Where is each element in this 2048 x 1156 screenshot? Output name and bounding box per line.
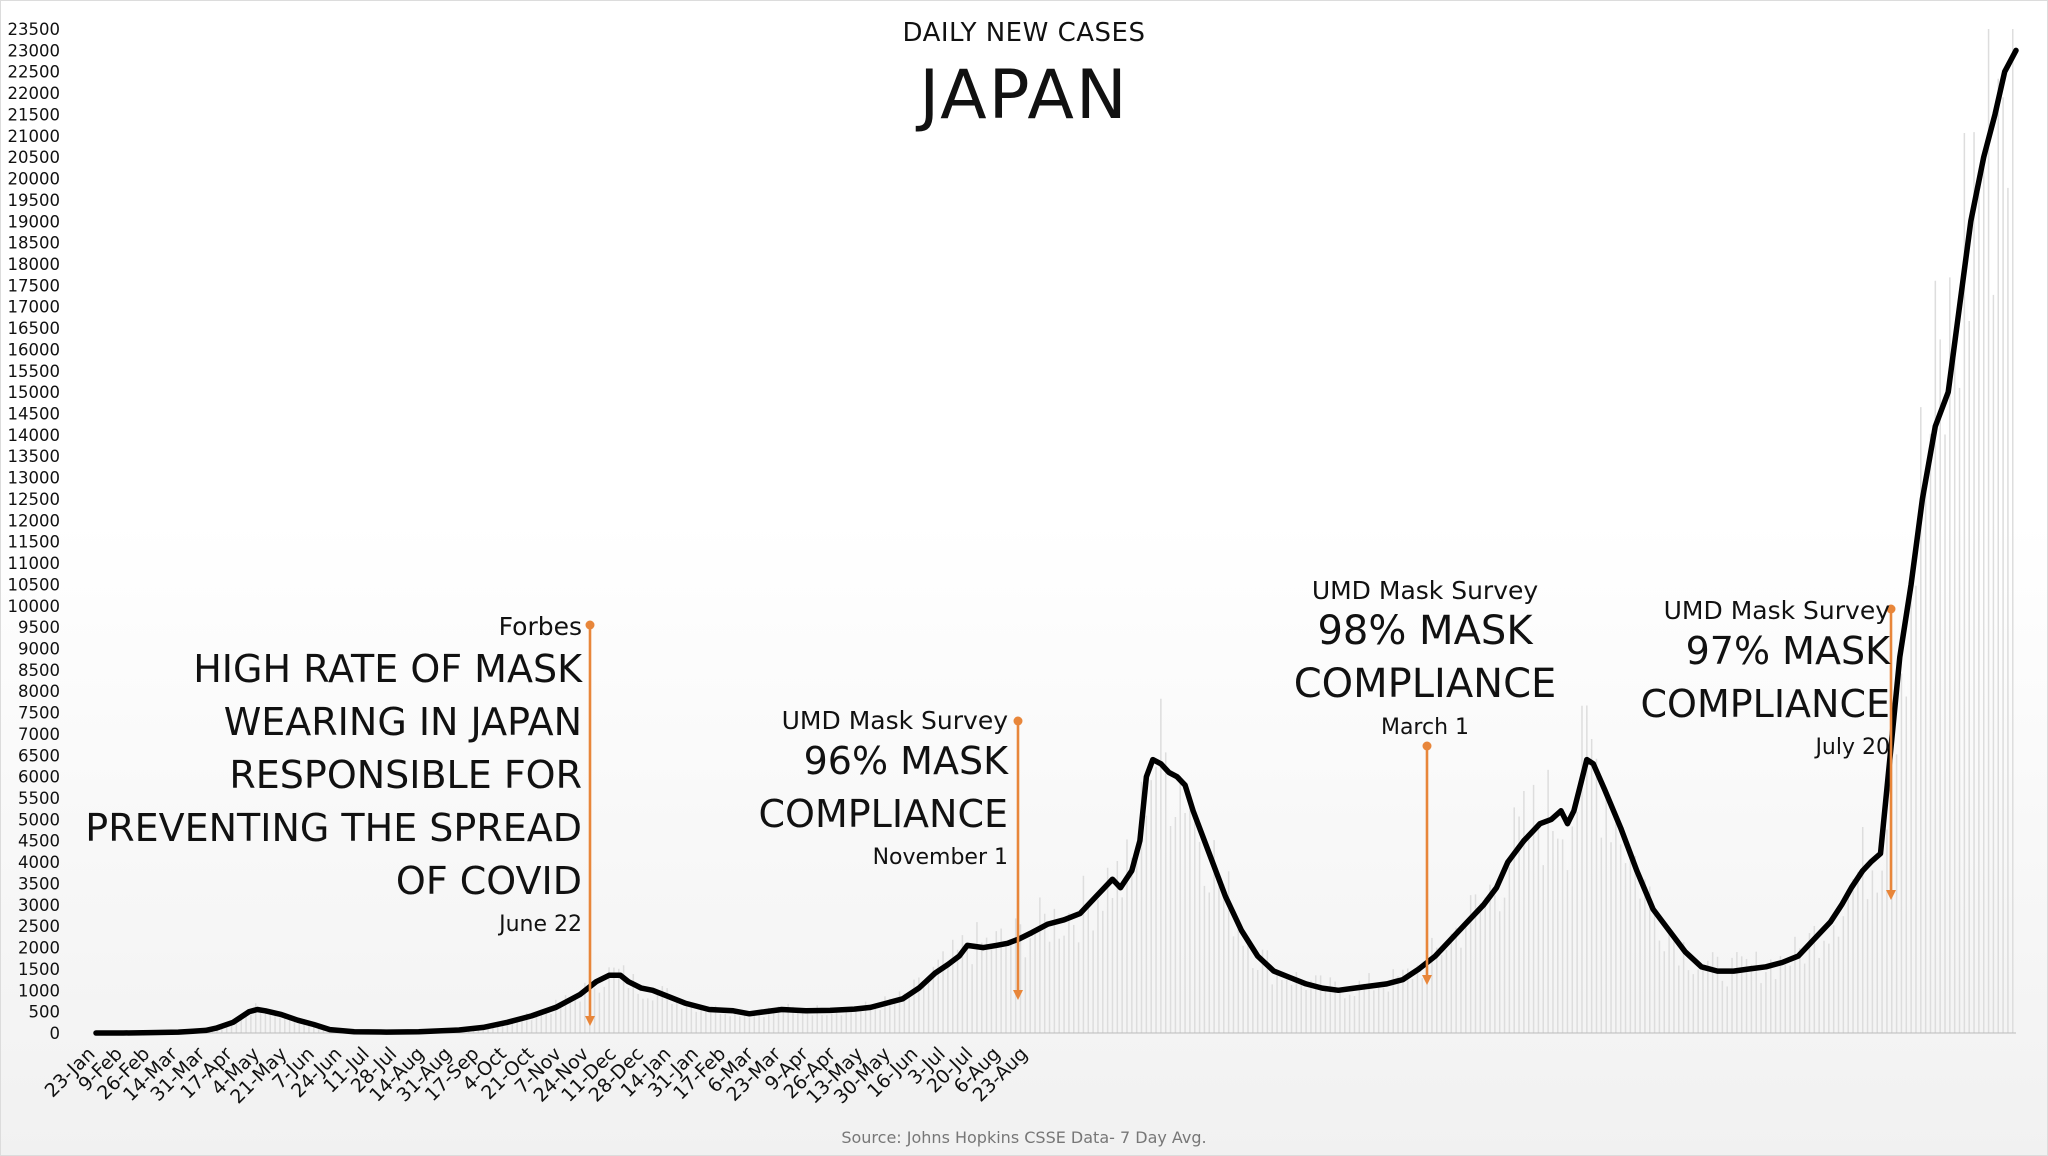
annotation-source: Forbes [498, 612, 582, 641]
y-tick-label: 5000 [18, 810, 60, 829]
y-tick-label: 18500 [8, 234, 61, 253]
y-tick-label: 9500 [18, 618, 60, 637]
y-tick-label: 4500 [18, 832, 60, 851]
annotation-source: UMD Mask Survey [1311, 576, 1539, 605]
y-tick-label: 23000 [8, 41, 61, 60]
y-tick-label: 19500 [8, 191, 61, 210]
y-tick-label: 8000 [18, 682, 60, 701]
y-tick-label: 3500 [18, 874, 60, 893]
y-tick-label: 6000 [18, 768, 60, 787]
y-tick-label: 21500 [8, 105, 61, 124]
annotation-umd-nov: UMD Mask Survey 96% MASK COMPLIANCE Nove… [688, 706, 1009, 870]
annotation-headline: 96% MASK COMPLIANCE [758, 739, 1009, 836]
annotation-source: UMD Mask Survey [1663, 596, 1890, 625]
annotation-arrow-head [1013, 990, 1023, 1000]
y-tick-label: 6500 [18, 746, 60, 765]
y-tick-label: 20000 [8, 170, 61, 189]
y-tick-label: 1500 [18, 960, 60, 979]
annotation-date: November 1 [872, 845, 1008, 870]
y-tick-label: 18000 [8, 255, 61, 274]
y-tick-label: 17000 [8, 298, 61, 317]
annotation-arrow-head [585, 1016, 595, 1026]
y-tick-label: 22500 [8, 63, 61, 82]
y-tick-label: 21000 [8, 127, 61, 146]
annotation-arrow-head [1886, 890, 1896, 900]
y-tick-label: 10500 [8, 575, 61, 594]
y-tick-label: 1000 [18, 981, 60, 1000]
chart-title: DAILY NEW CASES [902, 18, 1146, 48]
source-note: Source: Johns Hopkins CSSE Data- 7 Day A… [841, 1128, 1207, 1147]
annotation-date: July 20 [1815, 735, 1890, 760]
y-tick-label: 2000 [18, 939, 60, 958]
y-tick-label: 8500 [18, 661, 60, 680]
y-tick-label: 22000 [8, 84, 61, 103]
y-tick-label: 5500 [18, 789, 60, 808]
y-tick-label: 9000 [18, 639, 60, 658]
y-tick-label: 14500 [8, 405, 61, 424]
y-tick-label: 20500 [8, 148, 61, 167]
annotation-headline: 97% MASK COMPLIANCE [1640, 629, 1891, 726]
y-tick-label: 13000 [8, 469, 61, 488]
y-tick-label: 0 [50, 1024, 61, 1043]
annotation-date: June 22 [499, 912, 582, 937]
y-tick-label: 13500 [8, 447, 61, 466]
annotation-umd-jul: UMD Mask Survey 97% MASK COMPLIANCE July… [1590, 596, 1891, 760]
y-tick-label: 15000 [8, 383, 61, 402]
annotation-arrow-dot [1422, 741, 1432, 751]
y-tick-label: 4000 [18, 853, 60, 872]
y-tick-label: 12000 [8, 511, 61, 530]
y-tick-label: 7000 [18, 725, 60, 744]
y-tick-label: 23500 [8, 20, 61, 39]
y-tick-label: 16500 [8, 319, 61, 338]
y-tick-label: 2500 [18, 917, 60, 936]
y-tick-label: 500 [29, 1003, 61, 1022]
annotation-arrow-dot [1013, 716, 1023, 726]
y-tick-label: 7500 [18, 704, 60, 723]
y-tick-label: 17500 [8, 276, 61, 295]
y-tick-label: 3000 [18, 896, 60, 915]
y-tick-label: 15500 [8, 362, 61, 381]
y-tick-label: 19000 [8, 212, 61, 231]
y-tick-label: 11000 [8, 554, 61, 573]
annotation-forbes: Forbes HIGH RATE OF MASK WEARING IN JAPA… [42, 612, 582, 937]
annotation-headline: HIGH RATE OF MASK WEARING IN JAPAN RESPO… [85, 647, 582, 903]
y-tick-label: 11500 [8, 533, 61, 552]
annotation-umd-mar: UMD Mask Survey 98% MASK COMPLIANCE Marc… [1270, 576, 1580, 740]
y-tick-label: 16000 [8, 340, 61, 359]
annotation-date: March 1 [1380, 715, 1470, 740]
y-tick-label: 12500 [8, 490, 61, 509]
y-tick-label: 14000 [8, 426, 61, 445]
annotation-arrow-dot [1886, 604, 1896, 614]
annotation-headline: 98% MASK COMPLIANCE [1293, 608, 1557, 707]
annotation-arrow-dot [585, 620, 595, 630]
series-line [93, 47, 2019, 1036]
annotation-arrow-head [1422, 975, 1432, 985]
annotation-source: UMD Mask Survey [781, 706, 1008, 735]
chart-subtitle: JAPAN [919, 56, 1129, 135]
y-tick-label: 10000 [8, 597, 61, 616]
